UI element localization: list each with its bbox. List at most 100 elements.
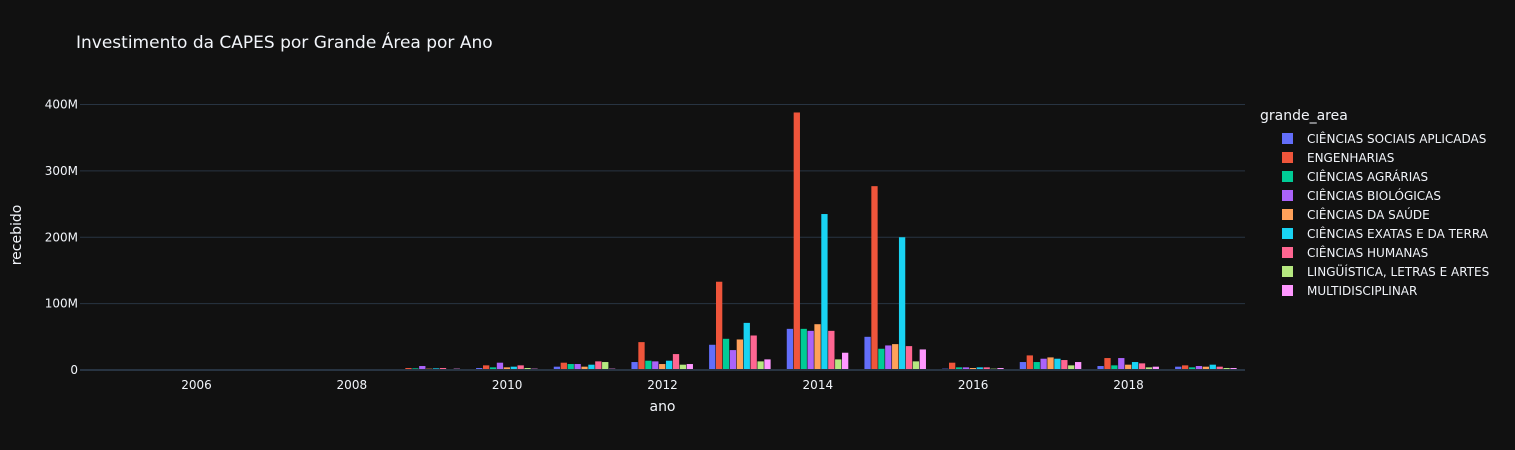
bar — [949, 362, 956, 370]
bar — [976, 367, 983, 370]
bar — [764, 359, 771, 370]
bar — [983, 367, 990, 370]
legend-label: CIÊNCIAS BIOLÓGICAS — [1307, 188, 1441, 203]
bar — [743, 322, 750, 370]
legend-item[interactable]: CIÊNCIAS BIOLÓGICAS — [1265, 186, 1489, 205]
bar — [835, 359, 842, 370]
bar — [645, 360, 652, 370]
bar — [672, 354, 680, 370]
bar — [1019, 362, 1027, 370]
bar — [821, 214, 828, 370]
bar — [1097, 366, 1104, 370]
bar — [807, 330, 814, 370]
bar — [665, 360, 673, 370]
legend-swatch — [1282, 190, 1293, 201]
legend-item[interactable]: ENGENHARIAS — [1265, 148, 1489, 167]
bar — [898, 237, 906, 370]
bar — [1033, 362, 1040, 370]
x-tick-label: 2006 — [181, 378, 212, 392]
x-axis-title: ano — [649, 399, 675, 415]
bar — [1075, 362, 1082, 370]
y-axis-title: recebido — [9, 205, 25, 266]
legend-label: CIÊNCIAS AGRÁRIAS — [1307, 169, 1429, 184]
legend-swatch — [1282, 171, 1293, 182]
bar — [560, 362, 567, 370]
bar — [496, 362, 504, 370]
legend-label: CIÊNCIAS EXATAS E DA TERRA — [1307, 226, 1488, 241]
bar — [503, 367, 511, 370]
x-tick-label: 2018 — [1113, 378, 1144, 392]
legend-item[interactable]: CIÊNCIAS EXATAS E DA TERRA — [1265, 224, 1489, 243]
bar — [1061, 360, 1068, 370]
legend-swatch — [1282, 247, 1293, 258]
bar — [919, 349, 926, 370]
bar — [1209, 364, 1216, 370]
bar — [1054, 358, 1061, 370]
chart-title: Investimento da CAPES por Grande Área po… — [76, 33, 493, 53]
bar — [878, 348, 885, 370]
legend-item[interactable]: CIÊNCIAS SOCIAIS APLICADAS — [1265, 129, 1489, 148]
bar — [574, 364, 581, 370]
bar — [602, 362, 609, 370]
legend-swatch — [1282, 228, 1293, 239]
bar — [736, 339, 744, 370]
bar — [419, 366, 426, 370]
bar — [1175, 366, 1182, 370]
bar — [722, 338, 730, 370]
legend-label: CIÊNCIAS SOCIAIS APLICADAS — [1307, 131, 1487, 146]
legend-item[interactable]: CIÊNCIAS AGRÁRIAS — [1265, 167, 1489, 186]
bar — [955, 367, 963, 370]
legend-items: CIÊNCIAS SOCIAIS APLICADAS ENGENHARIAS CIÊ… — [1265, 129, 1489, 300]
bar — [652, 361, 659, 370]
bar — [750, 335, 757, 370]
bar — [842, 352, 849, 370]
bar — [793, 112, 800, 370]
bar — [483, 365, 490, 370]
bar — [1138, 363, 1146, 370]
bar — [1188, 367, 1196, 370]
legend-swatch — [1282, 285, 1293, 296]
legend-label: CIÊNCIAS DA SAÚDE — [1307, 207, 1430, 222]
legend-swatch — [1282, 209, 1293, 220]
bar — [1040, 358, 1047, 370]
bar — [553, 366, 561, 370]
legend-item[interactable]: CIÊNCIAS HUMANAS — [1265, 243, 1489, 262]
legend-title: grande_area — [1260, 108, 1348, 124]
bar — [638, 342, 645, 370]
legend-item[interactable]: CIÊNCIAS DA SAÚDE — [1265, 205, 1489, 224]
bar — [786, 328, 794, 370]
bar — [588, 364, 595, 370]
bar — [828, 330, 835, 370]
y-tick-label: 200M — [45, 230, 78, 244]
x-tick-label: 2012 — [647, 378, 678, 392]
legend-swatch — [1282, 133, 1293, 144]
bar — [716, 281, 723, 370]
bar — [905, 346, 913, 370]
bar — [1125, 364, 1132, 370]
legend-label: CIÊNCIAS HUMANAS — [1307, 245, 1429, 260]
bar — [885, 345, 892, 370]
x-tick-label: 2008 — [337, 378, 368, 392]
bar — [1068, 365, 1075, 370]
bar — [1104, 358, 1111, 370]
bar — [1131, 362, 1139, 370]
y-tick-label: 0 — [70, 363, 78, 377]
legend: grande_area CIÊNCIAS SOCIAIS APLICADAS EN… — [1260, 108, 1489, 300]
bar — [709, 344, 716, 370]
bar — [757, 361, 764, 370]
legend-swatch — [1282, 266, 1293, 277]
bar — [581, 366, 588, 370]
bar — [659, 364, 666, 370]
bar — [1202, 366, 1210, 370]
y-tick-label: 100M — [45, 297, 78, 311]
legend-label: LINGÜÍSTICA, LETRAS E ARTES — [1307, 264, 1490, 279]
legend-item[interactable]: MULTIDISCIPLINAR — [1265, 281, 1489, 300]
legend-label: MULTIDISCIPLINAR — [1307, 283, 1418, 298]
bar — [679, 364, 687, 370]
bar — [567, 364, 574, 370]
legend-swatch — [1282, 152, 1293, 163]
bar — [1182, 365, 1189, 370]
legend-item[interactable]: LINGÜÍSTICA, LETRAS E ARTES — [1265, 262, 1489, 281]
